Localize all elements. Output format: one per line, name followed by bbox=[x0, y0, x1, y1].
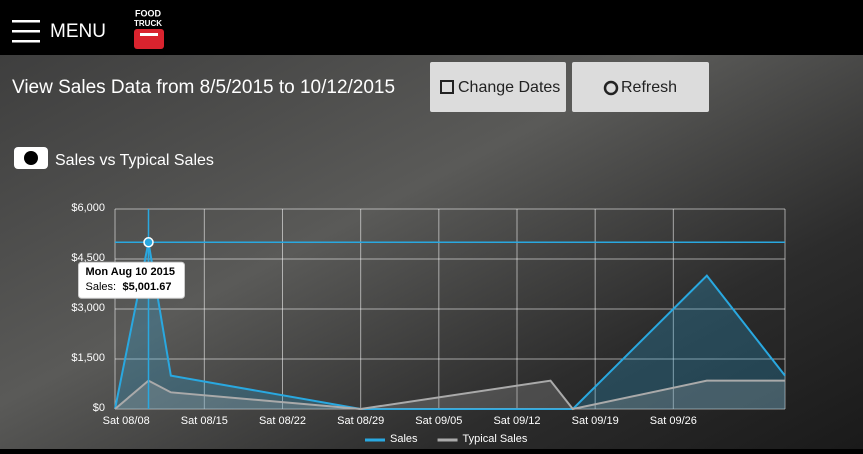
section-title: Sales vs Typical Sales bbox=[55, 152, 214, 169]
y-tick-label: $0 bbox=[93, 402, 105, 414]
page: MENU FOOD TRUCK View Sales Data from 8/5… bbox=[0, 0, 863, 449]
x-tick-label: Sat 08/08 bbox=[103, 415, 150, 427]
y-tick-label: $3,000 bbox=[71, 302, 105, 314]
legend-label: Sales bbox=[390, 433, 418, 445]
x-tick-label: Sat 09/05 bbox=[415, 415, 462, 427]
y-tick-label: $1,500 bbox=[71, 352, 105, 364]
menu-label: MENU bbox=[50, 21, 106, 42]
x-tick-label: Sat 08/22 bbox=[259, 415, 306, 427]
y-tick-label: $6,000 bbox=[71, 202, 105, 214]
x-tick-label: Sat 09/26 bbox=[650, 415, 697, 427]
x-tick-label: Sat 09/19 bbox=[572, 415, 619, 427]
hamburger-line bbox=[12, 40, 40, 43]
tooltip-label: Sales: bbox=[86, 281, 117, 293]
logo-truck bbox=[134, 29, 164, 49]
logo-text: FOOD bbox=[135, 8, 161, 18]
hamburger-line bbox=[12, 30, 40, 33]
money-icon-coin bbox=[24, 151, 38, 165]
hamburger-line bbox=[12, 20, 40, 23]
highlight-point bbox=[144, 238, 153, 247]
tooltip: Mon Aug 10 2015 Sales: $5,001.67 bbox=[79, 262, 185, 298]
logo-text: TRUCK bbox=[134, 19, 162, 28]
legend-label: Typical Sales bbox=[463, 433, 528, 445]
change-dates-button[interactable]: Change Dates bbox=[430, 62, 566, 112]
top-bar bbox=[0, 0, 863, 55]
heading: View Sales Data from 8/5/2015 to 10/12/2… bbox=[12, 77, 395, 98]
button-label: Change Dates bbox=[458, 79, 560, 96]
tooltip-value: $5,001.67 bbox=[123, 281, 172, 293]
logo-stripe bbox=[140, 33, 158, 36]
tooltip-title: Mon Aug 10 2015 bbox=[86, 266, 175, 278]
button-label: Refresh bbox=[621, 79, 677, 96]
x-tick-label: Sat 08/15 bbox=[181, 415, 228, 427]
screen: MENU FOOD TRUCK View Sales Data from 8/5… bbox=[0, 0, 863, 449]
refresh-button[interactable]: Refresh bbox=[572, 62, 709, 112]
x-tick-label: Sat 08/29 bbox=[337, 415, 384, 427]
x-tick-label: Sat 09/12 bbox=[493, 415, 540, 427]
